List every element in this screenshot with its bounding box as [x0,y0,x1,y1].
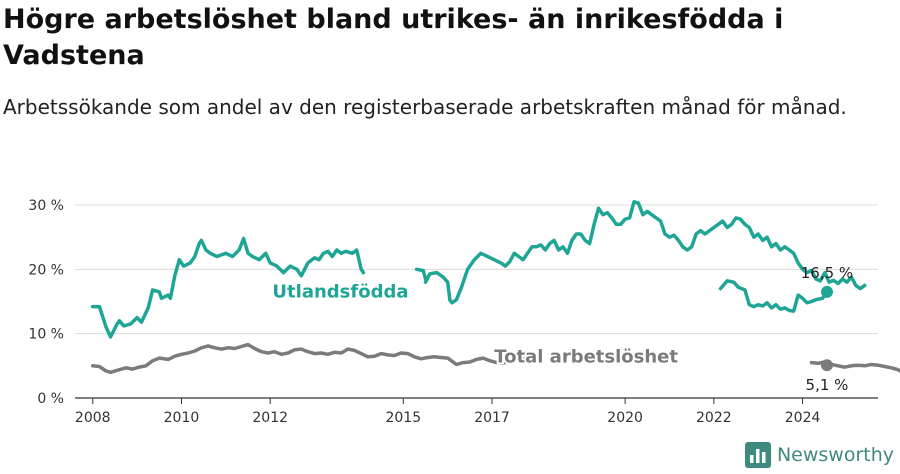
series-line [423,200,867,305]
series-line [90,342,530,375]
x-tick-label: 2015 [385,410,421,426]
y-tick-label: 30 % [28,198,64,214]
series-line [809,360,900,373]
end-value-label: 16,5 % [801,264,853,282]
x-tick-label: 2008 [75,410,111,426]
brand-logo: Newsworthy [744,442,894,468]
y-tick-label: 10 % [28,327,64,343]
chart-title: Högre arbetslöshet bland utrikes- än inr… [3,4,784,71]
end-point-marker [820,285,833,298]
bar-chart-logo-icon [744,442,771,468]
series-label-utlandsfodda: Utlandsfödda [272,282,408,303]
series-line [414,267,428,281]
y-tick-label: 20 % [28,262,64,278]
series-lines [90,200,900,375]
y-tick-label: 0 % [37,391,64,407]
chart-grid [75,204,878,335]
end-point-marker [820,359,833,372]
series-label-total: Total arbetslöshet [494,347,678,368]
chart-subtitle: Arbetssökande som andel av den registerb… [3,95,847,119]
series-labels: 16,5 % 5,1 % Utlandsfödda Total arbetslöshe… [270,264,853,394]
x-axis: 2008 2010 2012 2015 2017 2020 2022 2024 [75,397,878,426]
x-tick-label: 2012 [252,410,288,426]
series-line [718,279,829,313]
x-tick-label: 2017 [474,410,510,426]
x-tick-label: 2024 [785,410,821,426]
x-tick-label: 2020 [607,410,643,426]
x-tick-label: 2010 [164,410,200,426]
series-line [90,236,366,339]
y-axis: 0 % 10 % 20 % 30 % [28,198,64,407]
x-tick-label: 2022 [696,410,732,426]
end-value-label: 5,1 % [806,376,849,394]
brand-name: Newsworthy [776,444,894,466]
